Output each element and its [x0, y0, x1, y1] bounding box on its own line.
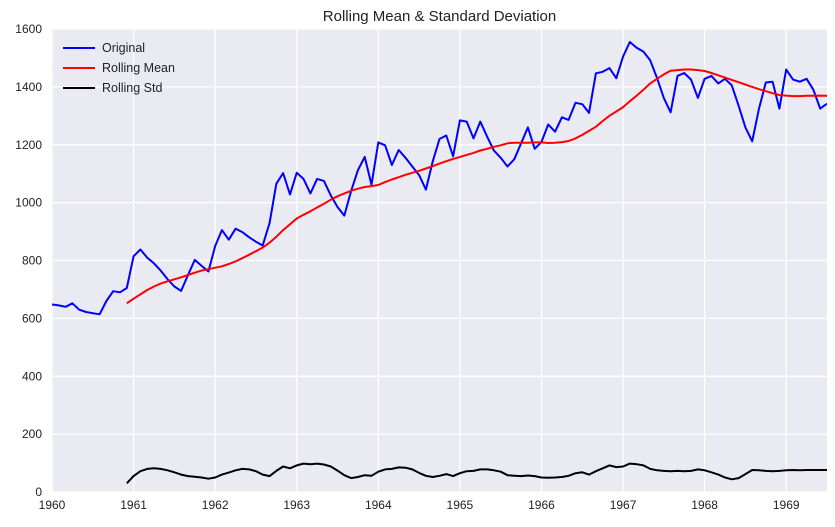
y-tick-label: 1600: [15, 22, 42, 36]
y-tick-label: 600: [22, 311, 42, 325]
y-tick-label: 400: [22, 369, 42, 383]
y-tick-label: 800: [22, 254, 42, 268]
legend-label-rolling-mean: Rolling Mean: [102, 61, 175, 75]
x-tick-label: 1960: [39, 498, 66, 512]
x-tick-label: 1962: [202, 498, 229, 512]
x-tick-label: 1968: [691, 498, 718, 512]
chart-title: Rolling Mean & Standard Deviation: [323, 8, 556, 25]
y-tick-labels: 0 200 400 600 800 1000 1200 1400 1600: [15, 22, 42, 499]
y-tick-label: 0: [35, 485, 42, 499]
y-tick-label: 1400: [15, 80, 42, 94]
y-tick-label: 1200: [15, 138, 42, 152]
series-line-original: [52, 41, 827, 316]
legend-label-rolling-std: Rolling Std: [102, 81, 162, 95]
x-tick-label: 1966: [528, 498, 555, 512]
x-tick-label: 1963: [283, 498, 310, 512]
series-line-rolling-std: [126, 462, 827, 484]
legend-label-original: Original: [102, 41, 145, 55]
x-tick-labels: 1960 1961 1962 1963 1964 1965 1966 1967 1968 1969: [39, 498, 800, 512]
x-tick-label: 1965: [447, 498, 474, 512]
x-tick-label: 1967: [610, 498, 637, 512]
series-lines: [52, 41, 827, 484]
x-tick-label: 1964: [365, 498, 392, 512]
grid-lines: [51, 28, 827, 493]
y-tick-label: 200: [22, 427, 42, 441]
y-tick-label: 1000: [15, 196, 42, 210]
series-line-rolling-mean: [126, 68, 827, 305]
x-tick-label: 1969: [773, 498, 800, 512]
legend: Original Rolling Mean Rolling Std: [63, 41, 175, 95]
x-tick-label: 1961: [120, 498, 147, 512]
